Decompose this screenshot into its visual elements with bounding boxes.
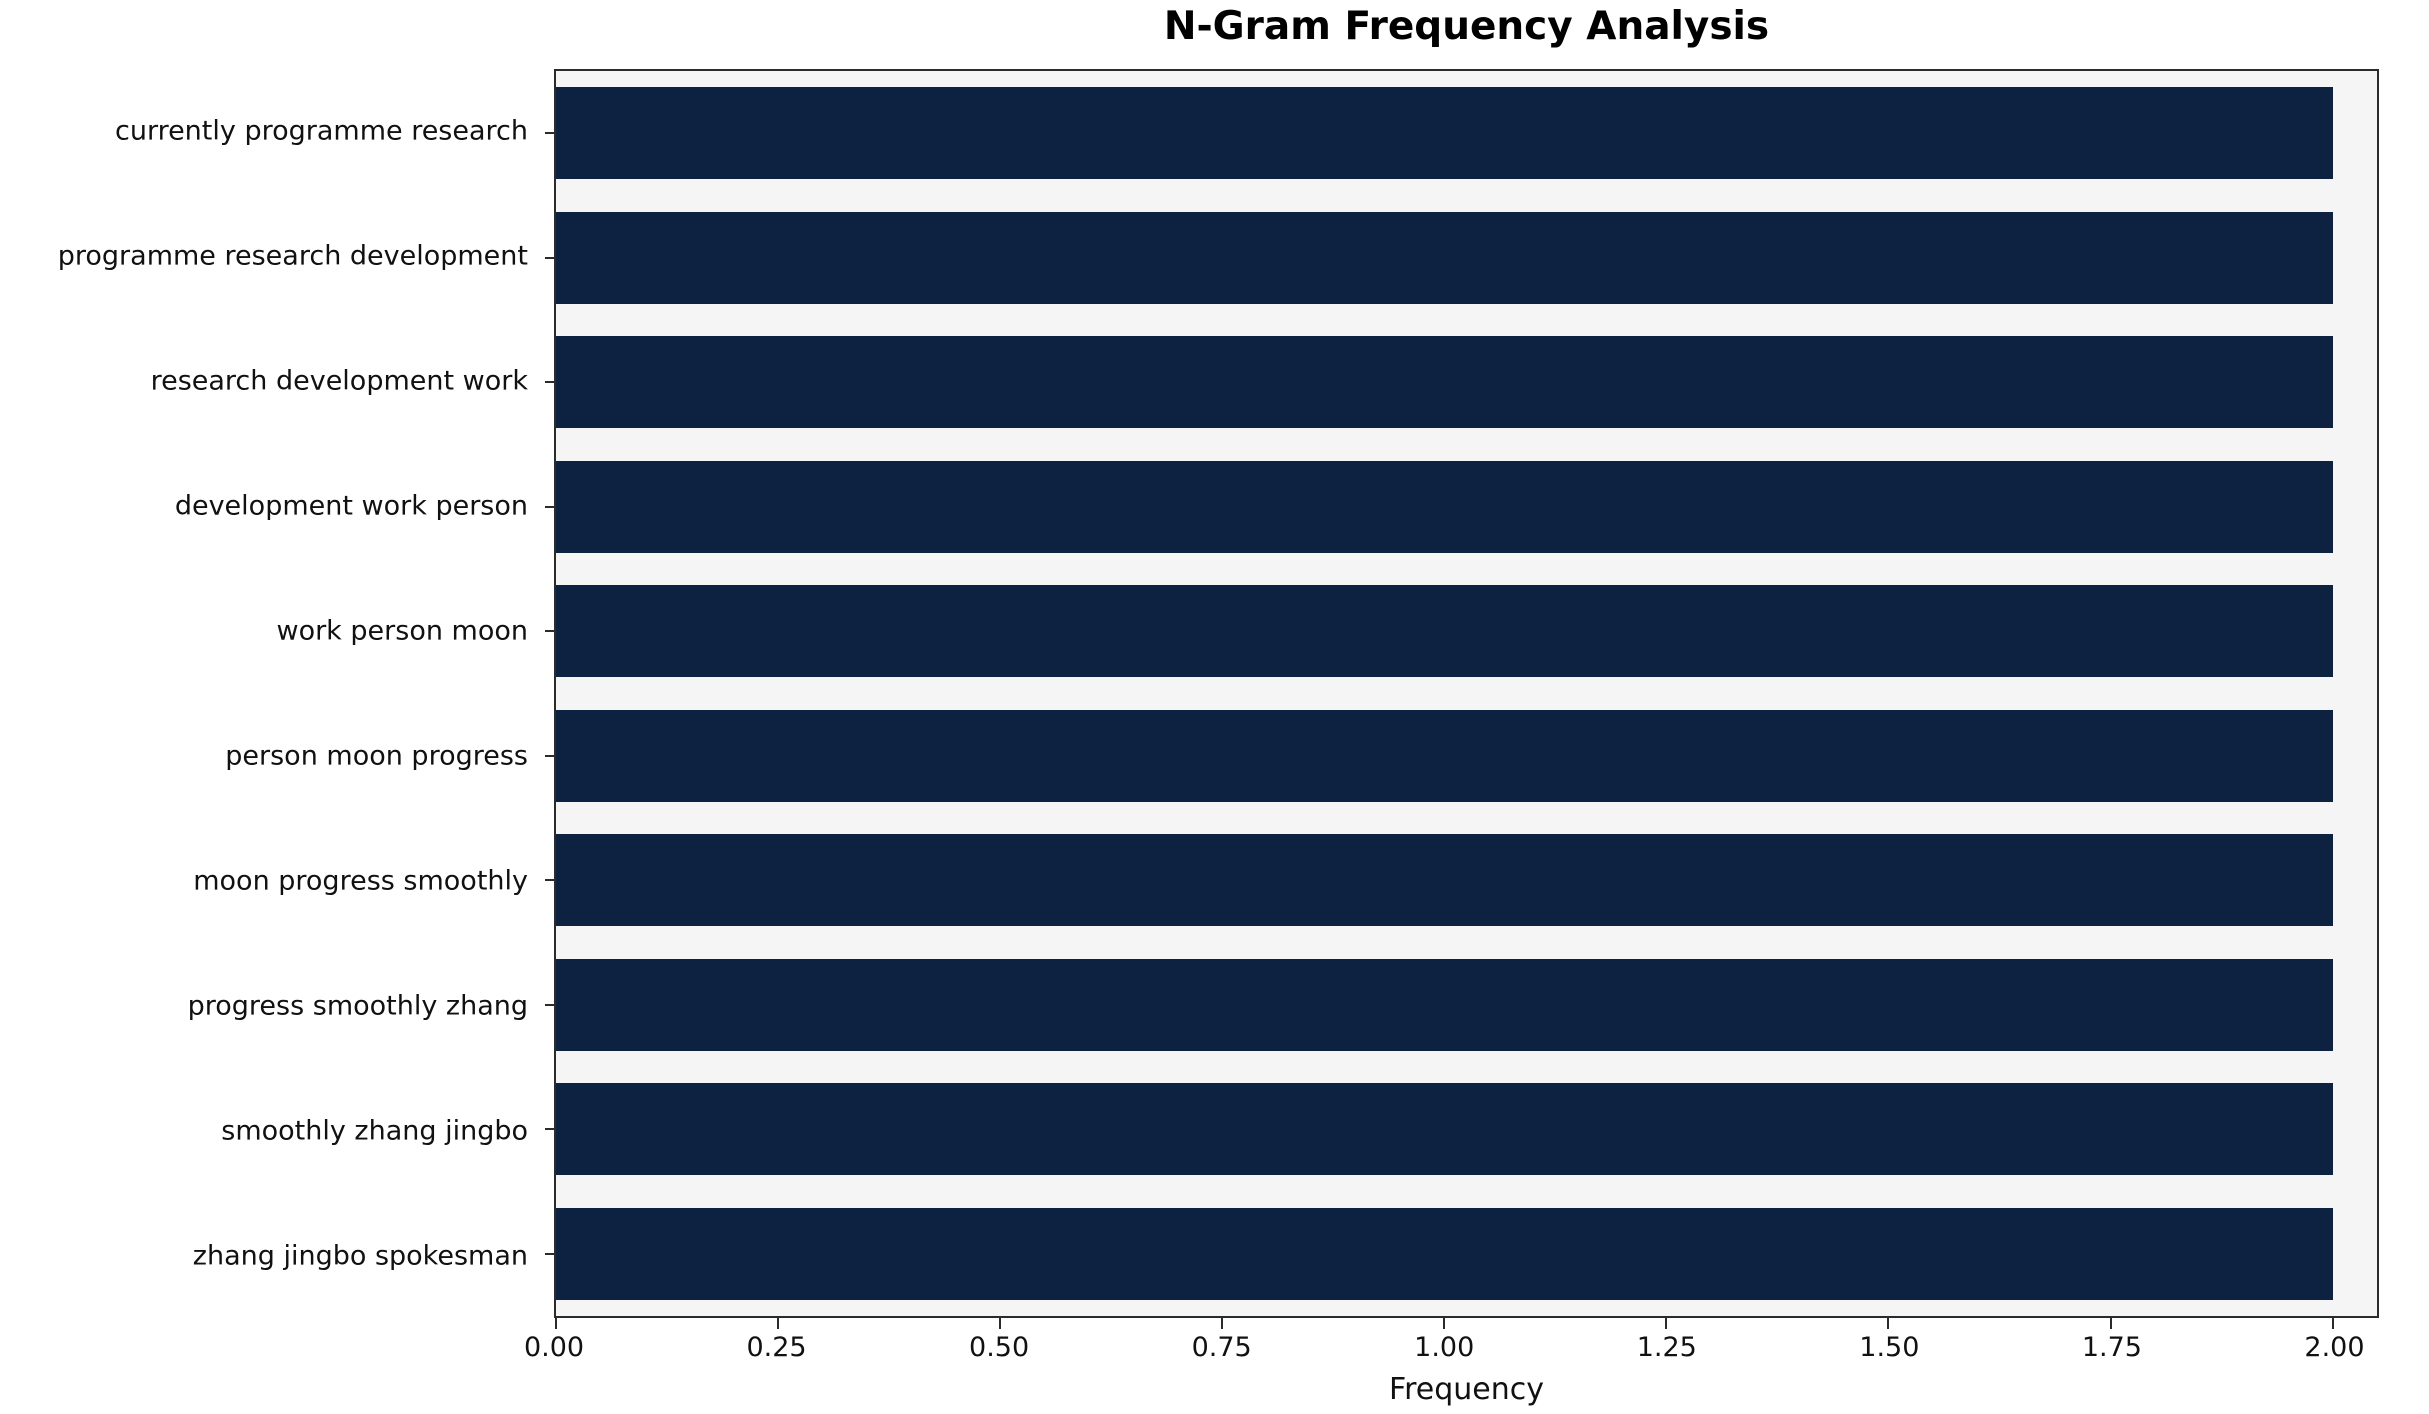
x-tick-mark [1665, 1318, 1668, 1329]
x-tick-mark [1887, 1318, 1890, 1329]
x-tick-mark [777, 1318, 780, 1329]
x-tick-mark [999, 1318, 1002, 1329]
x-tick-label: 1.50 [1859, 1332, 1920, 1363]
y-tick-mark [545, 381, 556, 384]
y-tick-label: currently programme research [114, 115, 528, 147]
bar [556, 834, 2333, 927]
bar [556, 1083, 2333, 1176]
bar [556, 87, 2333, 180]
y-tick-label: work person moon [276, 615, 528, 647]
y-tick-mark [545, 256, 556, 259]
y-tick-label: progress smoothly zhang [187, 990, 528, 1022]
y-axis-labels: currently programme research programme re… [0, 69, 540, 1318]
y-tick-label: moon progress smoothly [193, 865, 528, 897]
bar [556, 211, 2333, 304]
y-tick-label: development work person [174, 490, 528, 522]
y-tick-label: smoothly zhang jingbo [221, 1115, 528, 1147]
x-axis-title: Frequency [1389, 1372, 1544, 1407]
bar [556, 585, 2333, 678]
x-tick-mark [2109, 1318, 2112, 1329]
y-tick-label: zhang jingbo spokesman [192, 1240, 528, 1272]
y-tick-mark [545, 1003, 556, 1006]
x-axis-ticks: 0.00 0.25 0.50 0.75 1.00 1.25 1.50 1.75 2.00 [524, 1332, 2379, 1366]
y-tick-mark [545, 879, 556, 882]
x-tick-label: 0.00 [523, 1332, 585, 1363]
x-tick-mark [1443, 1318, 1446, 1329]
x-tick-mark [1221, 1318, 1224, 1329]
x-tick-label: 0.25 [746, 1332, 807, 1363]
bar [556, 460, 2333, 553]
bar [556, 958, 2333, 1051]
x-tick-label: 0.50 [969, 1332, 1030, 1363]
x-tick-label: 0.75 [1191, 1332, 1252, 1363]
y-tick-label: person moon progress [225, 740, 528, 772]
x-tick-label: 2.00 [2304, 1332, 2365, 1363]
y-tick-label: research development work [150, 365, 528, 397]
y-tick-label: programme research development [57, 240, 528, 272]
y-tick-mark [545, 630, 556, 633]
bar [556, 1207, 2333, 1300]
bar [556, 336, 2333, 429]
x-tick-label: 1.25 [1636, 1332, 1697, 1363]
y-tick-mark [545, 505, 556, 508]
x-tick-mark [2331, 1318, 2334, 1329]
y-tick-mark [545, 754, 556, 757]
plot-area [545, 69, 2379, 1329]
y-tick-mark [545, 1128, 556, 1131]
chart-title: N-Gram Frequency Analysis [1163, 4, 1770, 49]
bar [556, 709, 2333, 802]
x-tick-label: 1.75 [2081, 1332, 2142, 1363]
y-tick-mark [545, 1252, 556, 1255]
x-tick-label: 1.00 [1414, 1332, 1475, 1363]
y-tick-mark [545, 132, 556, 135]
x-tick-mark [555, 1318, 557, 1329]
